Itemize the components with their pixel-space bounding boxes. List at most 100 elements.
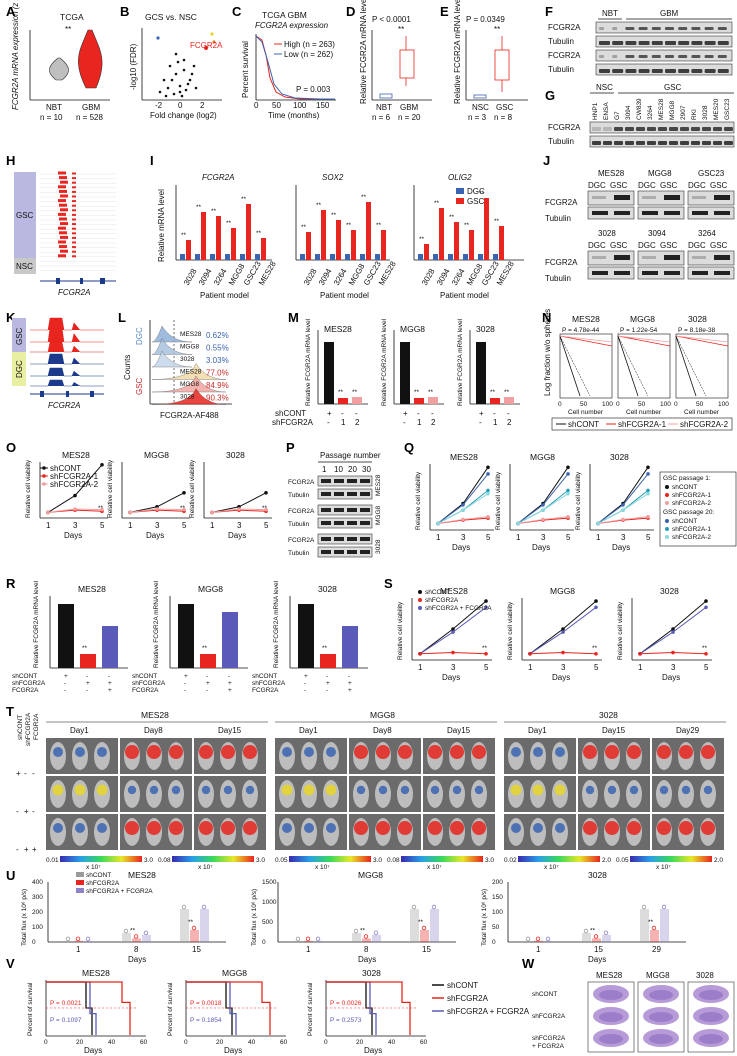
panel-c-ylabel: Percent survival: [241, 41, 250, 98]
blot-band: [647, 141, 656, 145]
plot-point: [182, 491, 186, 495]
t-signal: [398, 821, 412, 835]
chip-peak: [72, 186, 76, 189]
plot-title: MGG8: [144, 450, 169, 460]
panel-e-p: P = 0.0349: [466, 15, 505, 24]
t-scale-unit: x 10⁷: [544, 864, 559, 871]
panel-b: B GCS vs. NSC -log10 (FDR) FCGR2A -2 0 2…: [120, 4, 223, 120]
chip-peak: [60, 180, 68, 184]
plot-point: [566, 465, 570, 470]
plot-point: [566, 491, 570, 496]
j-lane: DGC: [588, 241, 606, 250]
blot-band: [636, 141, 645, 145]
plot-xlabel: Days: [662, 673, 680, 682]
blot-band: [614, 141, 623, 145]
i-gene-1: SOX2: [322, 173, 344, 182]
u-dot: [583, 928, 589, 934]
r-row-label: FCGR2A: [132, 687, 159, 694]
u-ytick: 150: [492, 894, 503, 901]
plot-point: [638, 652, 642, 656]
u-sig: **: [360, 927, 366, 934]
n-xlabel: Cell number: [568, 409, 604, 416]
r-bar-rescue: [222, 612, 238, 668]
panel-b-xlabel: Fold change (log2): [150, 111, 217, 120]
g-lane-labels: HNP1 ENSA G7 3094 CW839 3264 MES28 MGG8 2907 RKI 3…: [592, 98, 731, 120]
panel-letter-e: E: [440, 4, 449, 19]
t-signal: [533, 823, 543, 833]
i-xlabel-0: Patient model: [200, 291, 249, 300]
panel-letter-v: V: [6, 956, 15, 971]
p-blot: [317, 533, 373, 545]
plot-xtick: 5: [486, 533, 491, 542]
u-bar: [582, 933, 591, 942]
plot-xtick: 5: [484, 663, 489, 672]
j-lane: DGC: [688, 181, 706, 190]
blot-band: [665, 55, 674, 58]
t-colorbar: [60, 856, 142, 862]
i-bar-gsc: [439, 208, 444, 260]
plot-xlabel: Days: [442, 673, 460, 682]
t-colorbar: [630, 856, 712, 862]
r-sign: +: [348, 687, 352, 694]
i-sig: **: [434, 200, 440, 207]
r-sign: +: [86, 680, 90, 687]
i-sig: **: [211, 208, 217, 215]
t-scale-unit: x 10⁷: [656, 864, 671, 871]
u-bar: [294, 940, 303, 942]
h-nsc-block: [14, 258, 36, 274]
i-sig: **: [241, 196, 247, 203]
plot-point: [451, 650, 455, 655]
i-bar-dgc: [375, 254, 380, 260]
blot-band: [658, 127, 667, 131]
n-xtick: 0: [674, 401, 678, 408]
chip-peak: [59, 217, 67, 221]
r-row-label: shFCGR2A: [132, 680, 166, 687]
blot-band: [334, 521, 344, 525]
r-row-label: shFCGR2A: [12, 680, 46, 687]
volcano-point: [174, 52, 178, 56]
t-day: Day8: [144, 726, 163, 735]
f-row-1: Tubulin: [548, 37, 574, 46]
t-sign: -: [32, 769, 35, 778]
r-ylabel: Relative FCGR2A mRNA level: [153, 580, 160, 668]
u-dot: [603, 930, 609, 935]
chip-peak: [72, 177, 76, 180]
o-legend-0: shCONT: [50, 464, 81, 473]
n-p: P = 1.22e-54: [620, 327, 658, 334]
q-l1-0: shCONT: [672, 484, 697, 491]
k-track: [30, 341, 104, 353]
blot-band: [691, 27, 701, 30]
d-n-0: n = 6: [372, 113, 391, 122]
blot-band: [651, 55, 661, 58]
plot-point: [561, 627, 565, 631]
plot-title: 3028: [660, 586, 679, 596]
plot-point: [100, 507, 104, 512]
blot-band: [360, 550, 370, 554]
plot-point: [594, 605, 598, 610]
m-sign: -: [479, 418, 482, 427]
volcano-point: [170, 78, 174, 82]
blot-band: [678, 41, 690, 45]
l-row-name: 3028: [180, 356, 195, 363]
u-ytick: 0: [262, 939, 266, 946]
v-xtick: 60: [420, 1039, 428, 1046]
chip-peak: [59, 245, 67, 249]
t-model-title: MES28: [141, 710, 169, 720]
w-row-label: shFCGR2A: [532, 1013, 566, 1020]
r-sign: -: [206, 673, 208, 680]
w-brain-core: [699, 990, 723, 1000]
j-blot: [687, 250, 735, 266]
plot-point: [646, 515, 650, 519]
a-group-0: NBT: [46, 103, 62, 112]
t-signal: [430, 785, 440, 795]
v-xtick: 20: [76, 1039, 84, 1046]
blot-band: [321, 479, 331, 483]
u-ytick: 1000: [262, 899, 277, 906]
panel-letter-n: N: [542, 310, 551, 325]
l-row-pct: 77.0%: [206, 369, 229, 378]
plot-sig: **: [262, 505, 268, 512]
n-xtick: 0: [616, 401, 620, 408]
u-ytick: 300: [32, 894, 43, 901]
blot-band: [702, 127, 711, 131]
j-lane: DGC: [638, 181, 656, 190]
